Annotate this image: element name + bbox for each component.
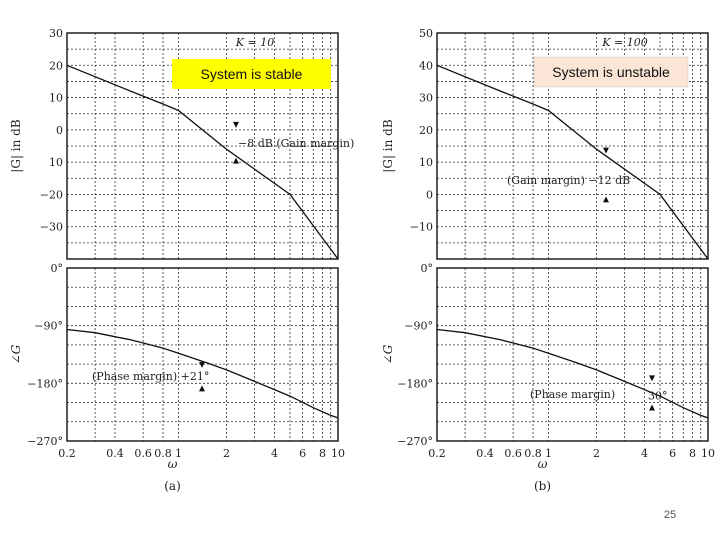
phase-curve	[66, 328, 339, 419]
x-tick-label: 1	[545, 447, 552, 460]
phase-frame	[436, 267, 709, 442]
x-tick-label: 0.2	[428, 447, 446, 460]
magnitude-y-label: |G| in dB	[9, 119, 23, 173]
x-tick-label: 0.8	[154, 447, 172, 460]
mag-y-tick-label: 30	[419, 92, 433, 105]
bode-plot-b: −10 0 10 20 30 40 50 −270° −180° −90° 0° 0.2 0.4 0.6 0…	[381, 27, 715, 493]
x-tick-label: 6	[299, 447, 306, 460]
gain-label: K = 100	[601, 36, 647, 49]
mag-y-tick-label: −10	[410, 221, 433, 234]
phase-y-label: ∠G	[381, 344, 395, 364]
mag-y-tick-label: −30	[40, 221, 63, 234]
page-number: 25	[664, 509, 676, 521]
phase-y-tick-label: 0°	[421, 262, 434, 275]
phase-margin-label: (Phase margin) +21°	[92, 370, 209, 383]
gain-margin-arrow-top	[603, 147, 609, 154]
magnitude-curve	[437, 64, 708, 259]
mag-y-tick-label: 20	[49, 59, 63, 72]
x-tick-label: 8	[319, 447, 326, 460]
phase-margin-arrow-bottom	[199, 385, 205, 392]
gain-margin-arrow-bottom	[603, 196, 609, 203]
magnitude-frame	[436, 32, 709, 260]
mag-y-tick-label: −20	[40, 188, 63, 201]
x-tick-label: 4	[271, 447, 278, 460]
mag-y-tick-label: 40	[419, 59, 433, 72]
gain-margin-arrow-top	[233, 121, 239, 128]
x-axis-label: ω	[168, 457, 178, 471]
gain-margin-arrow-bottom	[233, 157, 239, 164]
phase-y-label: ∠G	[9, 344, 23, 364]
x-tick-label: 0.6	[134, 447, 152, 460]
magnitude-frame	[66, 32, 339, 260]
callout-text: System is stable	[201, 66, 303, 82]
callout-box	[533, 56, 689, 88]
mag-y-tick-label: 10	[49, 156, 63, 169]
x-axis-label: ω	[538, 457, 548, 471]
x-tick-label: 0.4	[106, 447, 124, 460]
phase-margin-arrow-top	[649, 375, 655, 382]
mag-y-tick-label: 0	[56, 124, 63, 137]
mag-y-tick-label: 10	[49, 92, 63, 105]
x-tick-label: 10	[701, 447, 715, 460]
x-tick-label: 1	[175, 447, 182, 460]
gain-label: K = 10	[235, 36, 274, 49]
mag-y-tick-label: 0	[426, 188, 433, 201]
phase-margin-arrow-top	[199, 361, 205, 368]
x-tick-label: 2	[593, 447, 600, 460]
x-tick-label: 0.6	[504, 447, 522, 460]
phase-frame	[66, 267, 339, 442]
callout-text: System is unstable	[552, 64, 670, 80]
grid-lines	[66, 32, 339, 442]
gain-margin-label: (Gain margin) −12 dB	[507, 174, 630, 187]
callout-box	[172, 59, 331, 89]
magnitude-curve	[67, 64, 338, 259]
mag-y-tick-label: 20	[419, 124, 433, 137]
phase-y-tick-label: −270°	[397, 435, 433, 448]
x-tick-label: 4	[641, 447, 648, 460]
magnitude-y-label: |G| in dB	[381, 119, 395, 173]
phase-y-tick-label: −180°	[27, 377, 63, 390]
panel-caption: (a)	[164, 479, 181, 493]
phase-y-tick-label: −180°	[397, 377, 433, 390]
mag-y-tick-label: 10	[419, 156, 433, 169]
phase-y-tick-label: −270°	[27, 435, 63, 448]
x-tick-label: 8	[689, 447, 696, 460]
gain-margin-label: −8 dB (Gain margin)	[238, 137, 354, 150]
x-tick-label: 2	[223, 447, 230, 460]
phase-y-tick-label: −90°	[34, 320, 63, 333]
x-tick-label: 0.8	[524, 447, 542, 460]
phase-y-tick-label: 0°	[51, 262, 64, 275]
phase-curve	[436, 328, 709, 419]
x-tick-label: 0.2	[58, 447, 76, 460]
phase-y-tick-label: −90°	[404, 320, 433, 333]
grid-lines	[436, 32, 709, 442]
panel-caption: (b)	[534, 479, 551, 493]
bode-plot-a: −30 −20 10 0 10 20 30 −270° −180° −90° 0° 0.2 0.4 0.6…	[9, 27, 354, 493]
phase-margin-arrow-bottom	[649, 404, 655, 411]
phase-margin-value: 30°	[648, 389, 668, 402]
phase-margin-label: (Phase margin)	[530, 388, 615, 401]
x-tick-label: 10	[331, 447, 345, 460]
mag-y-tick-label: 50	[419, 27, 433, 40]
mag-y-tick-label: 30	[49, 27, 63, 40]
x-tick-label: 6	[669, 447, 676, 460]
x-tick-label: 0.4	[476, 447, 494, 460]
